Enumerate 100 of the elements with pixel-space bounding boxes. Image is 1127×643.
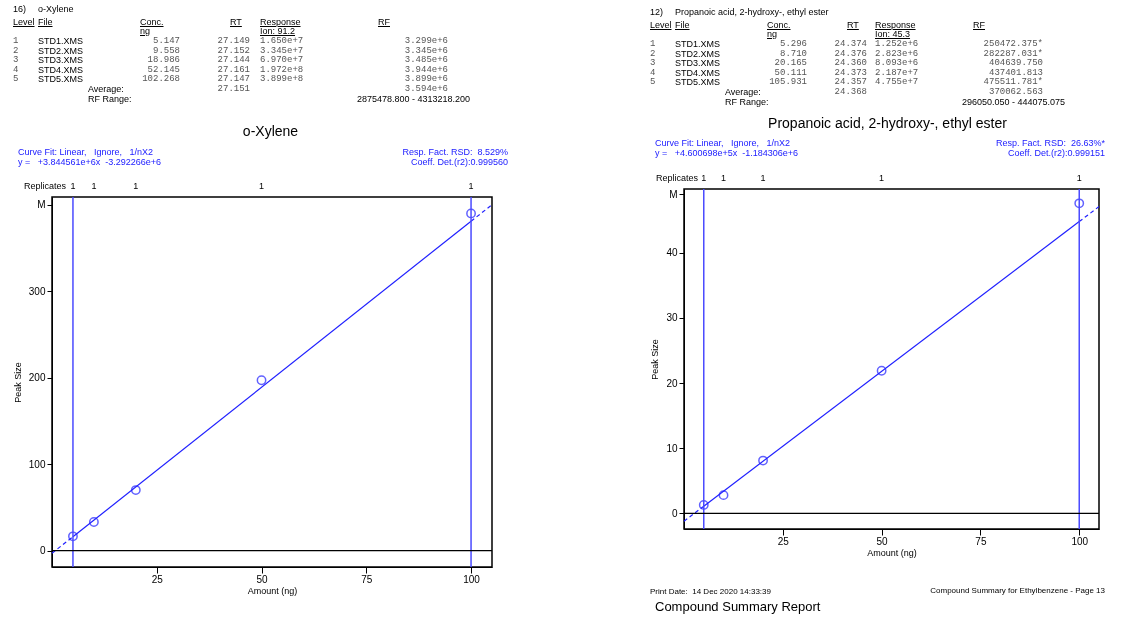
text: 2.823e+6 <box>875 48 919 59</box>
text: 5.296 <box>779 39 807 49</box>
x-tick-label: 100 <box>463 573 481 585</box>
text: 24.376 <box>834 48 867 59</box>
text: 8.710 <box>779 48 807 59</box>
chart-title: Propanoic acid, 2-hydroxy-, ethyl ester <box>768 115 1007 131</box>
x-tick-label: 25 <box>777 535 790 547</box>
text: Conc. ng <box>767 20 791 39</box>
text: 9.558 <box>152 45 180 56</box>
text: 1 <box>879 173 885 183</box>
text: 12) <box>650 7 664 17</box>
text: 24.368 <box>834 86 867 97</box>
y-tick-label: 300 <box>28 285 46 297</box>
text: Propanoic acid, 2-hydroxy-, ethyl ester <box>675 7 829 17</box>
text: y = +4.600698e+5x -1.184306e+6 <box>655 148 799 158</box>
text: 18.986 <box>147 55 180 65</box>
text: 1 <box>650 39 656 49</box>
text: 1 <box>133 181 139 191</box>
text: 3.944e+6 <box>404 64 448 75</box>
text: Response Ion: 45.3 <box>875 20 916 39</box>
y-tick-label: 30 <box>666 312 678 324</box>
text: 27.144 <box>217 55 250 65</box>
text: 1 <box>721 173 727 183</box>
text: 475511.781* <box>983 77 1043 87</box>
x-tick-label: 75 <box>361 573 373 585</box>
y-axis-title: Peak Size <box>12 362 23 403</box>
text: 27.147 <box>217 74 250 84</box>
text: 1 <box>70 181 76 191</box>
text: STD2.XMS <box>675 48 721 59</box>
text: Response Ion: 91.2 <box>260 17 301 36</box>
text: 4 <box>13 64 19 75</box>
y-tick-label: M <box>37 199 46 211</box>
text: Compound Summary Report <box>655 599 821 614</box>
text: 2 <box>650 48 656 59</box>
text: 50.111 <box>774 67 807 78</box>
y-tick-label: 100 <box>28 458 46 470</box>
text: Replicates <box>656 173 699 183</box>
y-tick-label: 0 <box>671 507 678 519</box>
chart-title: o-Xylene <box>242 123 299 139</box>
text: Coeff. Det.(r2):0.999560 <box>411 157 508 167</box>
text: 437401.813 <box>989 67 1043 78</box>
text: Coeff. Det.(r2):0.999151 <box>1008 148 1105 158</box>
y-tick-label: 10 <box>666 442 678 454</box>
text: Curve Fit: Linear, Ignore, 1/nX2 <box>655 138 791 148</box>
x-tick-label: 25 <box>151 573 164 585</box>
text: Print Date: 14 Dec 2020 14:33:39 <box>650 587 771 596</box>
x-tick-label: 50 <box>256 573 269 585</box>
y-tick-label: M <box>669 188 678 200</box>
x-axis-title: Amount (ng) <box>867 547 917 558</box>
text: 3 <box>13 55 19 65</box>
x-axis-title: Amount (ng) <box>247 585 298 596</box>
text: RF <box>973 20 985 30</box>
text: 24.374 <box>834 39 867 49</box>
text: 3.899e+6 <box>404 74 448 84</box>
text: Average: <box>725 86 761 97</box>
text: 5 <box>650 77 656 87</box>
text: 1.972e+8 <box>260 64 304 75</box>
text: 20.165 <box>774 58 807 68</box>
text: File <box>675 20 690 30</box>
text: 370062.563 <box>988 86 1043 97</box>
text: 296050.050 - 444075.075 <box>961 96 1065 107</box>
text: 3.299e+6 <box>404 36 448 46</box>
text: STD2.XMS <box>38 45 84 56</box>
text: 24.360 <box>834 58 867 68</box>
text: 1 <box>1076 173 1082 183</box>
text: 3 <box>650 58 656 68</box>
text: 6.970e+7 <box>260 55 304 65</box>
text: 24.357 <box>834 77 867 87</box>
text: 404639.750 <box>988 58 1043 68</box>
text: Level <box>13 17 35 27</box>
text: RF <box>378 17 390 27</box>
text: 1 <box>91 181 97 191</box>
text: RT <box>230 17 242 27</box>
text: 4.755e+7 <box>875 77 919 87</box>
y-tick-label: 0 <box>39 545 46 557</box>
text: 105.931 <box>769 77 807 87</box>
text: 3.485e+6 <box>404 55 448 65</box>
text: 2.187e+7 <box>875 67 919 78</box>
text: 3.345e+7 <box>260 45 304 56</box>
text: 8.093e+6 <box>875 58 919 68</box>
text: RT <box>847 20 859 30</box>
text: Curve Fit: Linear, Ignore, 1/nX2 <box>18 147 154 157</box>
text: STD4.XMS <box>38 64 84 75</box>
text: Resp. Fact. RSD: 26.63%* <box>995 138 1105 148</box>
text: 102.268 <box>142 74 180 84</box>
text: Compound Summary for Ethylbenzene - Page 13 <box>930 586 1105 595</box>
text: 3.594e+6 <box>404 83 448 94</box>
text: Level <box>650 20 672 30</box>
x-tick-label: 50 <box>876 535 889 547</box>
text: 1.252e+6 <box>875 39 919 49</box>
text: 1 <box>468 181 474 191</box>
text: Resp. Fact. RSD: 8.529% <box>402 147 508 157</box>
x-tick-label: 75 <box>975 535 987 547</box>
y-axis-title: Peak Size <box>650 339 661 380</box>
text: 1 <box>259 181 265 191</box>
text: STD5.XMS <box>38 74 84 84</box>
text: 5.147 <box>152 36 180 46</box>
text: 27.152 <box>217 45 250 56</box>
text: RF Range: <box>725 96 769 107</box>
y-tick-label: 20 <box>666 377 678 389</box>
